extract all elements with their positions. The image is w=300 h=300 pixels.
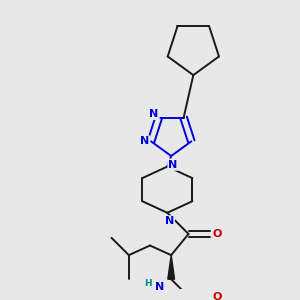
Text: N: N	[155, 282, 164, 292]
Text: H: H	[144, 279, 152, 288]
Text: O: O	[213, 292, 222, 300]
Text: N: N	[169, 160, 178, 170]
Text: N: N	[140, 136, 149, 146]
Text: N: N	[149, 109, 158, 119]
Text: O: O	[213, 229, 222, 239]
Text: N: N	[165, 216, 174, 226]
Polygon shape	[168, 255, 175, 279]
